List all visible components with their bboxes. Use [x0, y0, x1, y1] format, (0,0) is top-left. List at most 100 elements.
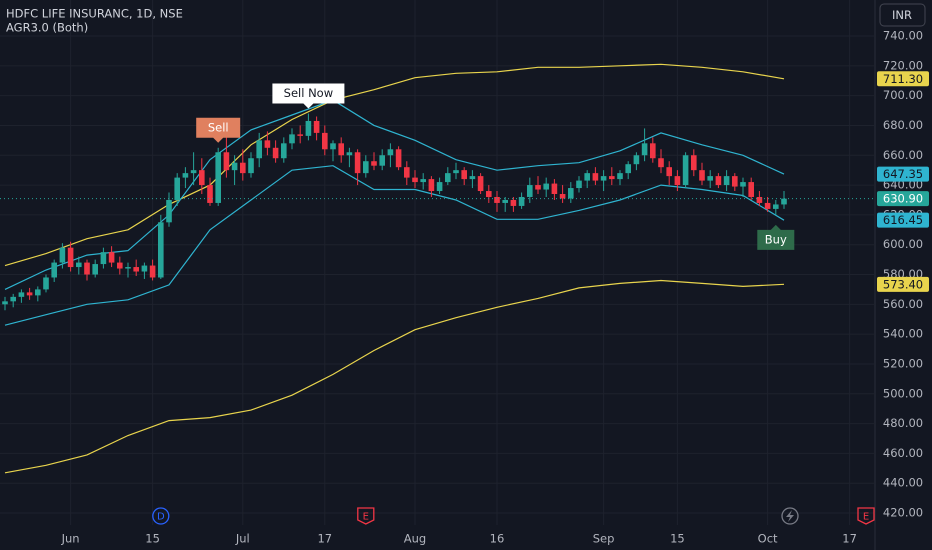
candle-body — [551, 183, 558, 195]
price-badge — [877, 212, 929, 228]
candle-body — [756, 196, 763, 203]
chart-title: HDFC LIFE INSURANC, 1D, NSE — [6, 7, 183, 21]
band-line — [4, 165, 785, 326]
candle-body — [10, 296, 16, 302]
candle-body — [494, 196, 500, 203]
candle-body — [502, 199, 508, 203]
x-tick-label: Oct — [758, 532, 778, 546]
band-line — [4, 63, 785, 267]
candle-body — [412, 177, 418, 183]
candle-body — [43, 277, 49, 290]
y-tick-label: 600.00 — [883, 237, 923, 251]
candle-body — [535, 185, 541, 190]
event-icon — [152, 507, 170, 525]
candle-body — [330, 143, 336, 150]
signal-label: Sell Now — [284, 86, 333, 100]
candle-body — [35, 289, 41, 296]
candle-body — [305, 120, 312, 136]
candle-body — [486, 191, 492, 197]
y-tick-label: 720.00 — [883, 58, 923, 72]
candle-body — [600, 176, 607, 181]
y-tick-label: 520.00 — [883, 356, 923, 370]
price-badge-label: 616.45 — [883, 213, 923, 227]
y-tick-label: 740.00 — [883, 29, 923, 43]
candle-body — [559, 194, 566, 199]
candle-body — [18, 292, 25, 297]
x-tick-label: Jun — [61, 532, 80, 546]
candle-body — [428, 179, 435, 192]
candle-body — [518, 196, 525, 206]
candle-body — [84, 262, 90, 275]
y-tick-label: 480.00 — [883, 416, 923, 430]
dividend-icon — [781, 507, 799, 525]
candle-body — [158, 222, 164, 278]
currency-label[interactable]: INR — [892, 8, 912, 22]
candle-body — [699, 170, 705, 181]
candle-body — [568, 188, 574, 199]
y-tick-label: 460.00 — [883, 446, 923, 460]
signal-box — [272, 83, 345, 109]
candle-body — [650, 143, 656, 159]
candle-body — [133, 267, 139, 272]
candle-body — [469, 176, 476, 180]
candle-body — [100, 252, 107, 265]
price-badge-label: 630.90 — [883, 192, 923, 206]
candle-body — [174, 177, 180, 200]
candle-body — [445, 173, 451, 183]
y-tick-label: 660.00 — [883, 148, 923, 162]
candle-body — [207, 185, 213, 203]
candle-body — [453, 170, 459, 174]
candle-body — [166, 199, 172, 223]
candle-body — [477, 176, 484, 192]
candle-body — [231, 162, 238, 171]
candle-body — [387, 149, 394, 156]
candle-body — [633, 155, 640, 165]
candle-body — [141, 265, 148, 272]
band-line — [4, 279, 785, 474]
candle-body — [666, 167, 672, 177]
candle-body — [108, 252, 115, 263]
currency-button[interactable] — [879, 3, 926, 27]
candle-body — [691, 155, 697, 171]
price-badge — [877, 191, 929, 207]
candle-body — [510, 199, 517, 206]
candle-body — [346, 152, 353, 156]
x-tick-label: 15 — [670, 532, 685, 546]
candle-body — [617, 173, 623, 180]
y-tick-label: 440.00 — [883, 476, 923, 490]
candle-body — [740, 182, 746, 187]
candle-body — [781, 198, 787, 205]
candle-body — [67, 247, 74, 268]
price-badge — [877, 166, 929, 182]
candle-body — [223, 152, 230, 171]
y-tick-label: 420.00 — [883, 506, 923, 520]
plot — [0, 63, 875, 474]
x-tick-label: 16 — [490, 532, 505, 546]
candle-body — [609, 176, 615, 180]
event-label: E — [863, 512, 869, 523]
x-tick-label: Sep — [593, 532, 615, 546]
candle-body — [658, 158, 664, 168]
x-tick-label: 17 — [317, 532, 332, 546]
candle-body — [764, 202, 771, 209]
lightning — [786, 510, 794, 522]
candle-body — [404, 167, 410, 178]
candle-body — [527, 185, 533, 197]
candle-body — [773, 204, 779, 209]
candle-body — [723, 176, 730, 186]
event-label: E — [363, 512, 369, 523]
candle-body — [379, 155, 385, 166]
candle-body — [117, 262, 123, 269]
candle-body — [420, 179, 426, 183]
candle-body — [272, 147, 279, 159]
event-icon — [781, 507, 799, 525]
candle-body — [281, 143, 287, 159]
candle-body — [641, 143, 648, 156]
candle-body — [395, 149, 402, 168]
price-badge-label: 647.35 — [883, 167, 923, 181]
candle-body — [215, 152, 221, 203]
candle-body — [248, 158, 254, 174]
candle-body — [338, 143, 344, 156]
candle-body — [190, 170, 197, 174]
